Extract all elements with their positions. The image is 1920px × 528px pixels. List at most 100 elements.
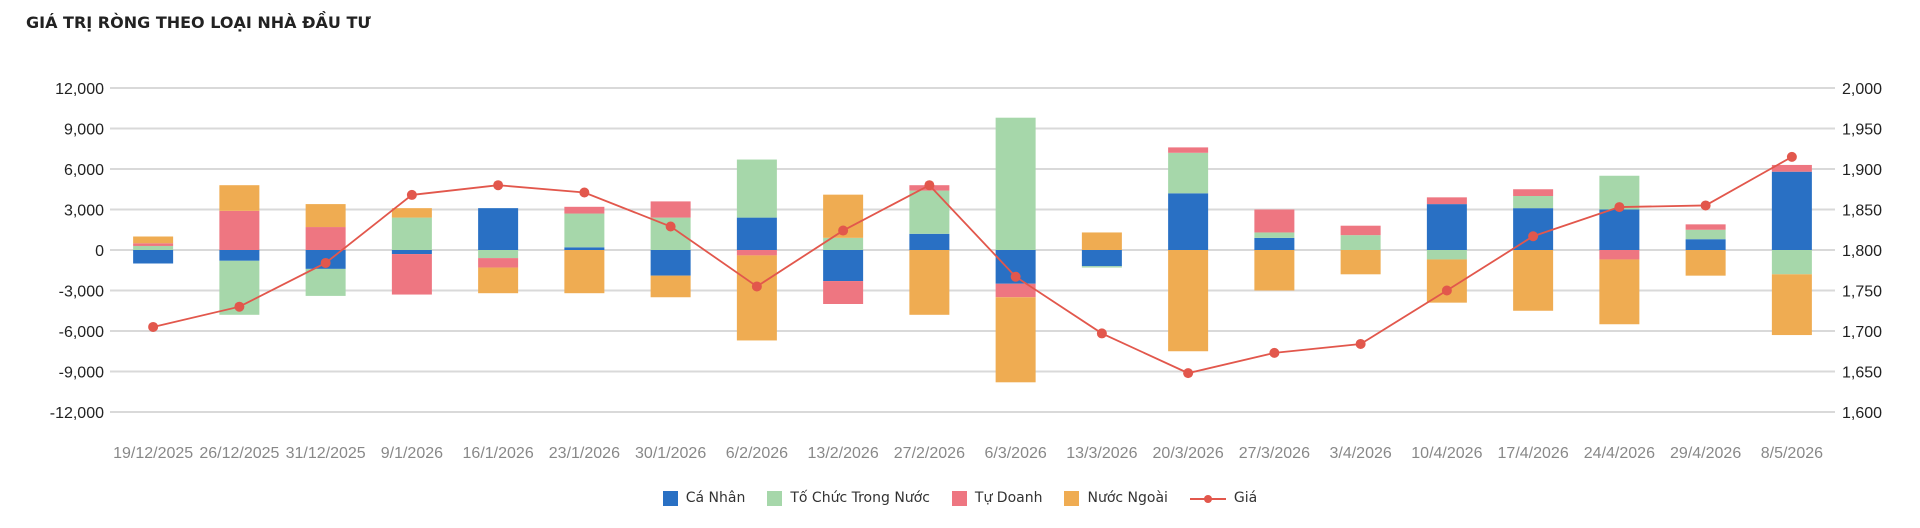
bar-nuoc_ngoai [219,185,260,211]
bar-to_chuc [391,217,432,250]
x-tick-label: 27/3/2026 [1239,445,1310,462]
bar-ca_nhan [909,233,950,250]
x-tick-label: 13/2/2026 [808,445,879,462]
legend-swatch [662,490,678,506]
y-left-tick-label: -9,000 [59,365,104,382]
x-tick-label: 26/12/2025 [199,445,279,462]
y-axis-right: 2,000 1,950 1,900 1,850 1,800 1,750 1,700 1,650… [1842,81,1882,422]
chart-svg: 12,000 9,000 6,000 3,000 0 -3,000 -6,000 -9,000… [50,81,1882,462]
price-point [1786,151,1797,162]
bar-nuoc_ngoai [1081,232,1122,250]
bar-nuoc_ngoai [909,250,950,315]
y-left-tick-label: 0 [95,243,104,260]
y-right-tick-label: 1,600 [1842,405,1882,422]
price-point [1010,271,1021,282]
bar-tu_doanh [1685,224,1726,230]
y-left-tick-label: 3,000 [64,203,104,220]
bar-ca_nhan [1426,204,1467,250]
price-line [148,151,1797,379]
x-tick-label: 8/5/2026 [1761,445,1823,462]
y-right-tick-label: 1,900 [1842,162,1882,179]
y-left-tick-label: -12,000 [50,405,104,422]
bar-tu_doanh [1340,225,1381,236]
x-tick-label: 23/1/2026 [549,445,620,462]
bar-nuoc_ngoai [391,208,432,218]
bar-ca_nhan [823,250,864,282]
bar-tu_doanh [1513,189,1554,196]
price-point [1528,231,1539,242]
bar-tu_doanh [823,281,864,304]
bar-ca_nhan [1685,239,1726,250]
legend: Cá Nhân Tố Chức Trong Nước Tự Doanh Nước Ng… [0,490,1920,506]
bar-tu_doanh [736,250,777,256]
y-left-tick-label: -3,000 [59,284,104,301]
bar-tu_doanh [478,258,519,268]
y-right-tick-label: 1,650 [1842,365,1882,382]
y-axis-left: 12,000 9,000 6,000 3,000 0 -3,000 -6,000 -9,000… [50,81,104,422]
legend-label: Tố Chức Trong Nước [790,490,930,506]
x-tick-label: 19/12/2025 [113,445,193,462]
legend-item-gia: Giá [1189,490,1258,506]
bar-tu_doanh [1168,147,1209,153]
bar-to_chuc [736,159,777,218]
bar-to_chuc [1340,235,1381,250]
bar-to_chuc [823,237,864,250]
bar-ca_nhan [219,250,260,261]
price-point [838,225,849,236]
y-left-tick-label: 6,000 [64,162,104,179]
price-point [493,180,504,191]
bar-ca_nhan [564,247,605,250]
price-point [1614,202,1625,213]
bar-to_chuc [995,117,1036,250]
bar-ca_nhan [1771,171,1812,250]
x-tick-label: 27/2/2026 [894,445,965,462]
bar-tu_doanh [391,254,432,295]
bar-to_chuc [1081,266,1122,268]
bar-ca_nhan [1513,208,1554,250]
bar-nuoc_ngoai [1513,250,1554,311]
x-tick-label: 9/1/2026 [381,445,443,462]
bar-ca_nhan [1081,250,1122,267]
bar-to_chuc [1513,196,1554,209]
x-tick-label: 20/3/2026 [1153,445,1224,462]
bar-tu_doanh [219,210,260,250]
price-point [579,187,590,198]
price-point [665,221,676,232]
legend-item-ca_nhan: Cá Nhân [662,490,745,506]
x-tick-label: 31/12/2025 [286,445,366,462]
x-tick-label: 16/1/2026 [463,445,534,462]
y-right-tick-label: 2,000 [1842,81,1882,98]
legend-swatch [767,490,783,506]
price-point [148,321,159,332]
bar-ca_nhan [1254,237,1295,250]
bar-nuoc_ngoai [305,204,346,228]
price-point [751,281,762,292]
legend-label: Giá [1233,490,1258,506]
bar-ca_nhan [650,250,691,276]
bar-tu_doanh [1599,250,1640,260]
x-tick-label: 10/4/2026 [1411,445,1482,462]
y-left-tick-label: 12,000 [55,81,104,98]
price-point [320,257,331,268]
legend-swatch [951,490,967,506]
x-tick-label: 24/4/2026 [1584,445,1655,462]
y-right-tick-label: 1,950 [1842,122,1882,139]
x-tick-label: 6/2/2026 [726,445,788,462]
x-tick-label: 13/3/2026 [1066,445,1137,462]
bar-to_chuc [564,213,605,248]
y-left-tick-label: -6,000 [59,324,104,341]
y-right-tick-label: 1,800 [1842,243,1882,260]
bar-ca_nhan [1599,209,1640,250]
bar-tu_doanh [995,283,1036,298]
legend-swatch [1064,490,1080,506]
bar-tu_doanh [650,201,691,218]
bar-to_chuc [1168,152,1209,194]
price-point [924,180,935,191]
bar-nuoc_ngoai [564,250,605,294]
bar-tu_doanh [1771,164,1812,172]
legend-item-nuoc_ngoai: Nước Ngoài [1064,490,1168,506]
legend-label: Nước Ngoài [1087,490,1168,506]
bar-to_chuc [1426,250,1467,260]
legend-item-tu_doanh: Tự Doanh [951,490,1042,506]
bar-tu_doanh [564,206,605,214]
